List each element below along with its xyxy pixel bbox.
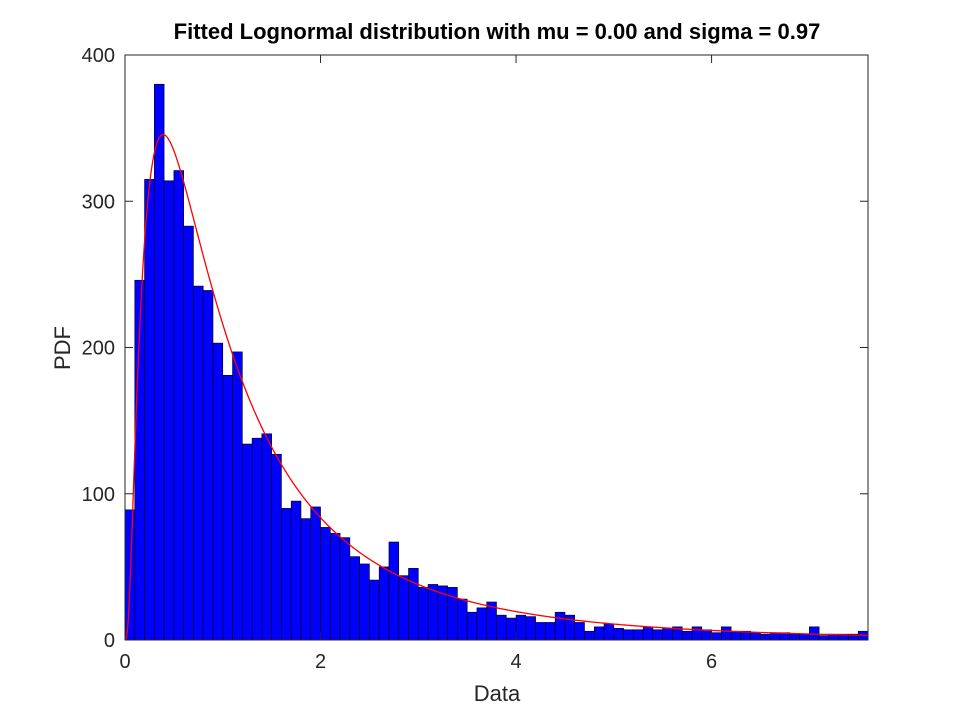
histogram-bar — [525, 616, 536, 641]
histogram-bar — [281, 508, 292, 641]
histogram-bar — [750, 632, 761, 641]
x-tick-label: 2 — [315, 651, 326, 673]
chart-title: Fitted Lognormal distribution with mu = … — [174, 19, 821, 44]
histogram-bar — [613, 627, 624, 641]
histogram-bar — [711, 632, 722, 641]
histogram-bar — [769, 632, 781, 641]
histogram-bar — [349, 556, 360, 641]
histogram-bar — [154, 83, 165, 641]
histogram-bar — [300, 518, 312, 641]
histogram-bar — [545, 622, 556, 641]
histogram-bar — [427, 584, 439, 641]
histogram-bar — [574, 622, 585, 641]
x-tick-label: 6 — [706, 651, 717, 673]
histogram-bar — [369, 579, 380, 641]
histogram-bar — [290, 500, 302, 641]
histogram-bar — [212, 342, 224, 641]
histogram-bar — [554, 611, 566, 641]
y-axis-label: PDF — [50, 326, 75, 370]
histogram-bar — [818, 635, 830, 641]
histogram-bar — [242, 443, 253, 641]
histogram-bar — [652, 629, 663, 641]
histogram-bar — [222, 374, 233, 641]
histogram-bar — [721, 626, 732, 641]
histogram-bar — [535, 622, 546, 641]
y-tick-label: 200 — [82, 338, 115, 360]
histogram-bar — [173, 170, 184, 641]
histogram-bar — [662, 627, 673, 641]
histogram-bar — [388, 541, 400, 641]
histogram-bar — [789, 633, 800, 641]
histogram-bar — [505, 617, 517, 641]
y-tick-label: 100 — [82, 484, 115, 506]
histogram-bar — [202, 290, 214, 641]
histogram-bar — [799, 633, 810, 641]
histogram-bar — [320, 527, 331, 641]
histogram-bar — [730, 630, 742, 641]
histogram-bar — [339, 537, 351, 641]
histogram-bar — [593, 626, 605, 641]
y-tick-label: 300 — [82, 191, 115, 213]
histogram-bar — [144, 179, 155, 641]
histogram-bar — [251, 437, 263, 641]
histogram-bar — [310, 506, 321, 641]
histogram-bar — [633, 629, 644, 641]
histogram-bar — [476, 607, 488, 641]
histogram-bar — [515, 614, 527, 641]
histogram-bar — [701, 629, 712, 641]
histogram-bar — [359, 563, 370, 641]
y-tick-label: 0 — [104, 630, 115, 652]
histogram-bar — [584, 630, 595, 641]
histogram-bar — [642, 626, 654, 641]
histogram-bar — [261, 433, 272, 641]
histogram-bar — [163, 180, 175, 641]
histogram-bar — [408, 568, 419, 641]
x-tick-label: 4 — [510, 651, 521, 673]
histogram-bar — [760, 633, 771, 641]
histogram-bar — [466, 611, 478, 641]
histogram-bar — [691, 626, 703, 641]
histogram-bar — [603, 623, 615, 641]
histogram-bar — [681, 630, 693, 641]
x-axis-label: Data — [474, 681, 521, 706]
histogram-bar — [329, 532, 341, 641]
histogram-bar — [232, 351, 243, 641]
x-tick-label: 0 — [119, 651, 130, 673]
histogram-bar — [193, 285, 204, 641]
histogram-bar — [398, 575, 409, 641]
y-tick-label: 400 — [82, 45, 115, 67]
histogram-bar — [378, 566, 390, 641]
histogram-bar — [271, 453, 282, 641]
histogram-bar — [496, 614, 507, 641]
histogram-bar — [457, 598, 468, 641]
histogram-bar — [183, 225, 194, 641]
axis-ticks: 0 2 4 6 0 100 200 300 400 — [82, 45, 868, 673]
histogram-bar — [623, 629, 634, 641]
lognormal-fit-line — [124, 133, 869, 641]
histogram-bar — [417, 587, 429, 641]
